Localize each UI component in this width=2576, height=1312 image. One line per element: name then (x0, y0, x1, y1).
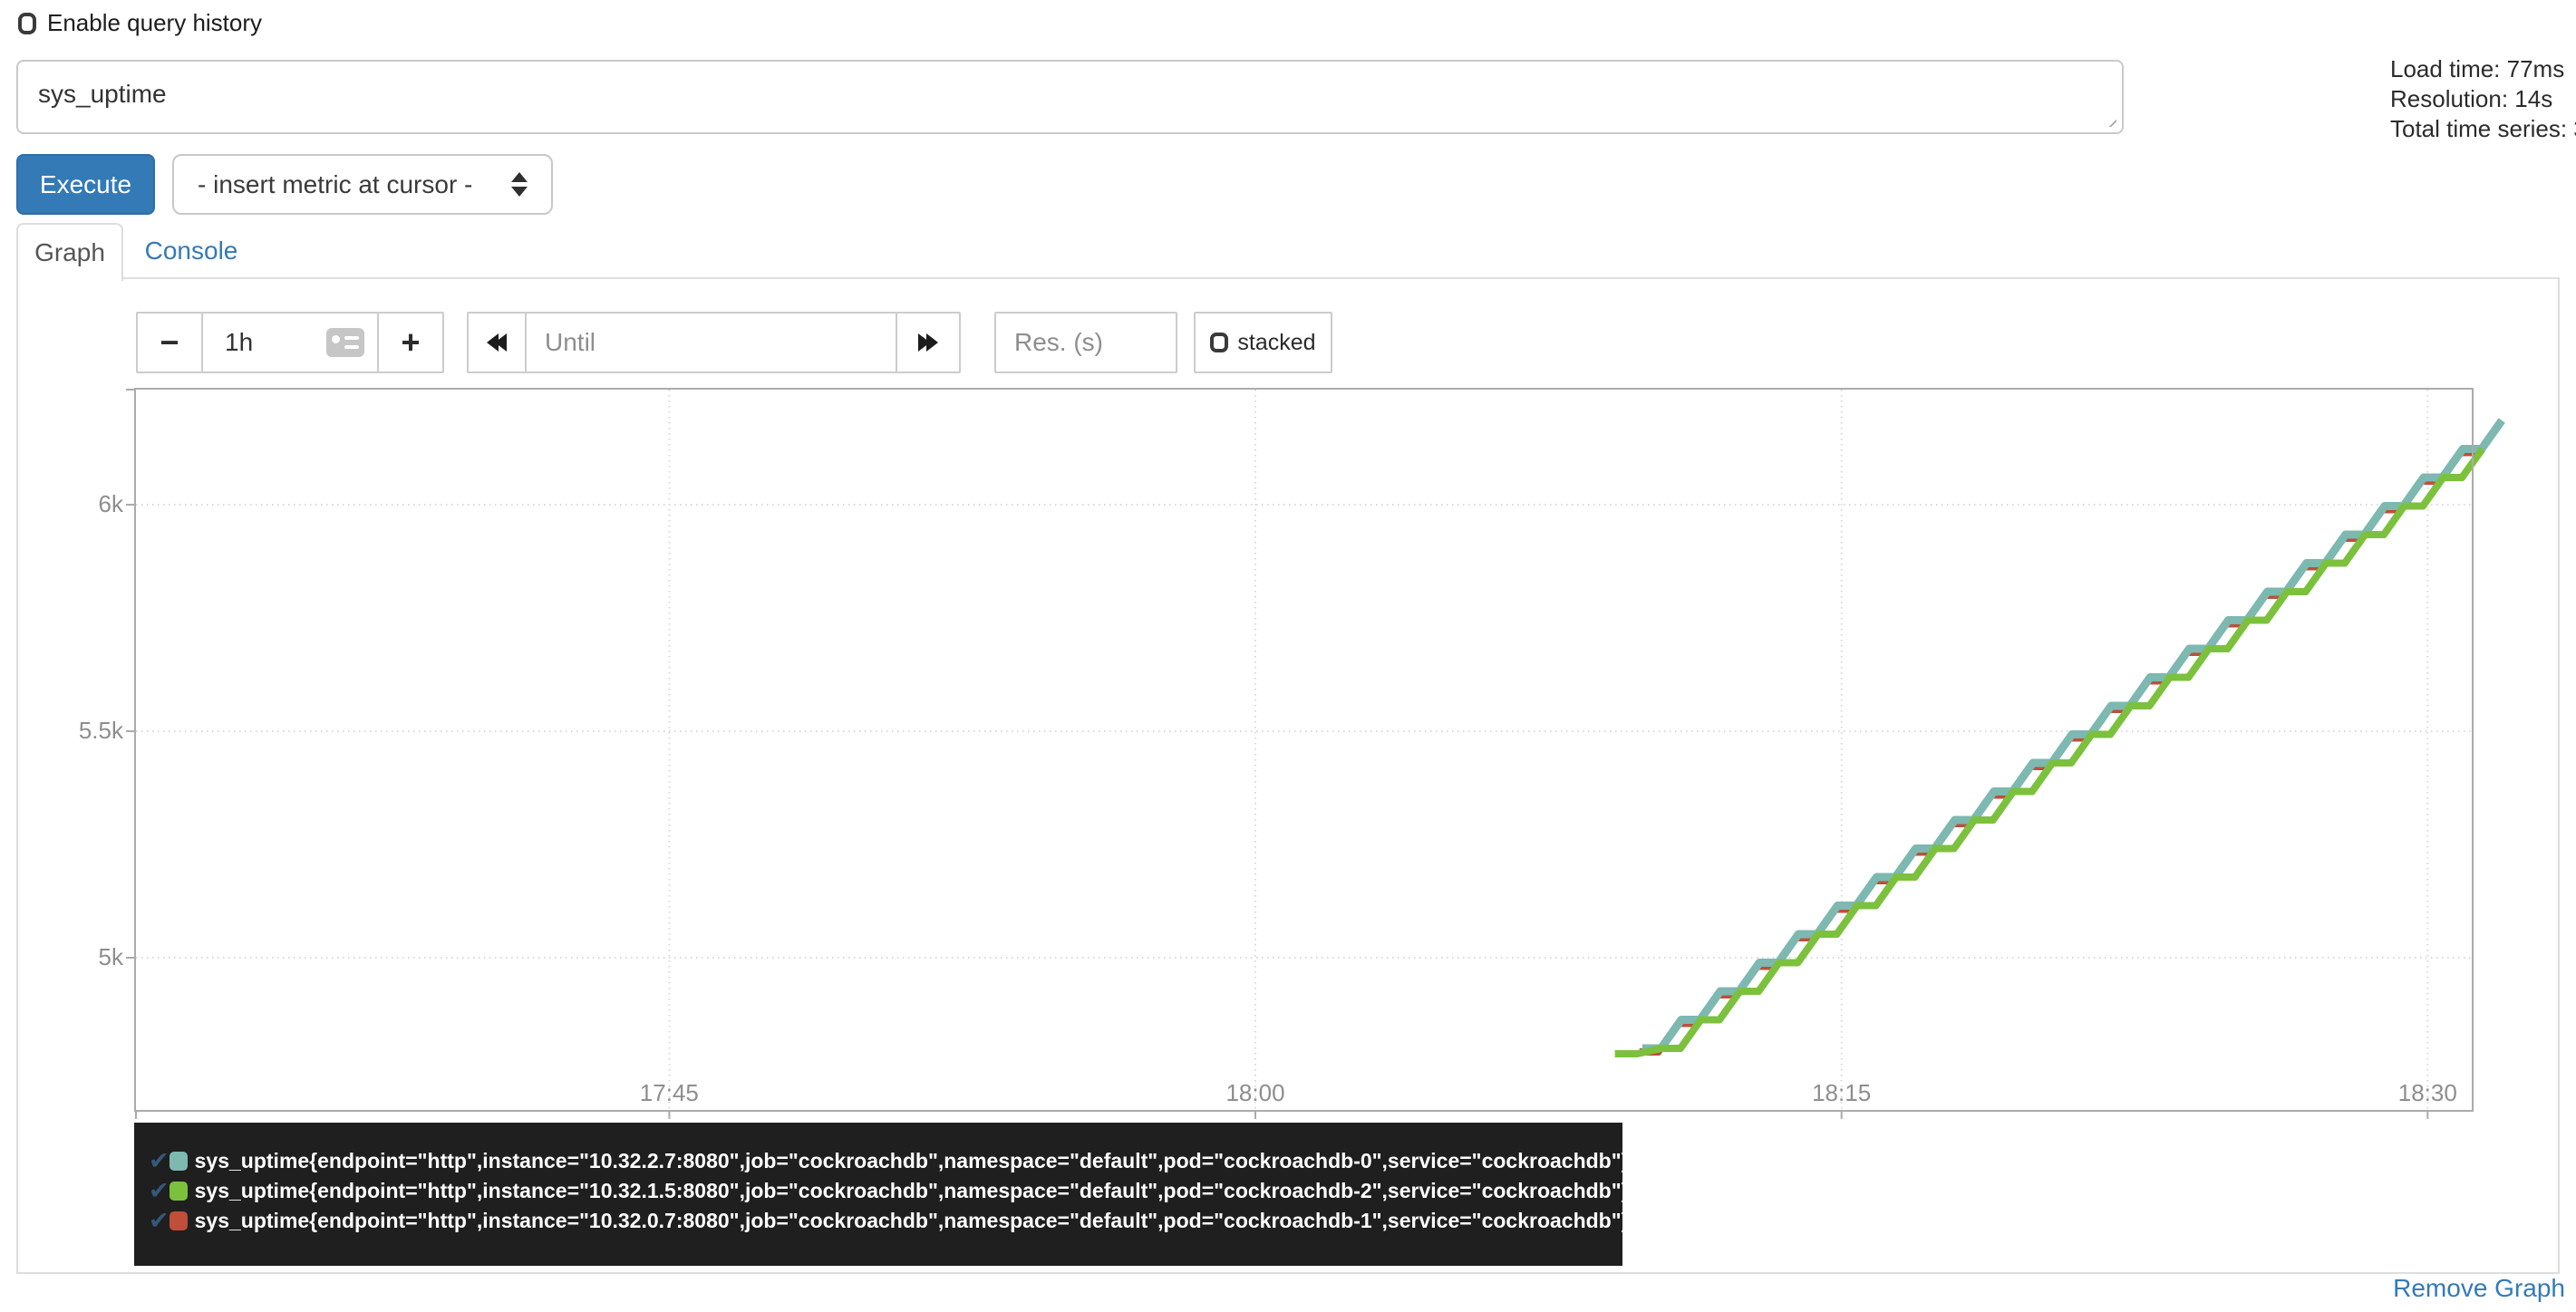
y-axis-label: 5k (98, 943, 123, 970)
series-line (1614, 447, 2485, 1057)
tab-graph[interactable]: Graph (16, 223, 123, 281)
query-input-wrap: sys_uptime (16, 60, 2124, 134)
insert-metric-select-value: - insert metric at cursor - (198, 169, 473, 198)
legend-row[interactable]: ✔ sys_uptime{endpoint="http",instance="10… (134, 1206, 1630, 1236)
legend-swatch (169, 1182, 188, 1201)
legend: ✔ sys_uptime{endpoint="http",instance="10… (134, 1123, 1630, 1266)
y-axis-label: 6k (98, 490, 123, 517)
rewind-button[interactable] (469, 314, 527, 371)
total-series-stat: Total time series: 3 (2390, 115, 2576, 142)
x-axis-label: 18:00 (1225, 1079, 1285, 1106)
legend-check-icon[interactable]: ✔ (149, 1207, 169, 1234)
range-decrement-button[interactable]: − (138, 314, 203, 371)
time-control-group (467, 312, 961, 373)
legend-series-label: sys_uptime{endpoint="http",instance="10.… (194, 1149, 1630, 1172)
query-input[interactable]: sys_uptime (16, 60, 2124, 134)
resolution-control-group (994, 312, 1177, 373)
legend-series-label: sys_uptime{endpoint="http",instance="10.… (194, 1209, 1630, 1232)
legend-swatch (169, 1211, 188, 1230)
range-increment-button[interactable]: + (379, 314, 442, 371)
enable-history-label: Enable query history (47, 9, 263, 36)
legend-row[interactable]: ✔ sys_uptime{endpoint="http",instance="10… (134, 1146, 1630, 1176)
legend-swatch (169, 1152, 188, 1171)
select-arrows-icon (511, 172, 528, 197)
tab-console[interactable]: Console (144, 236, 238, 265)
legend-series-label: sys_uptime{endpoint="http",instance="10.… (194, 1179, 1630, 1202)
remove-graph-link[interactable]: Remove Graph (2393, 1274, 2565, 1302)
double-left-arrow-icon (487, 333, 507, 352)
range-input[interactable]: 1h (203, 314, 379, 371)
query-stats: Load time: 77ms Resolution: 14s Total ti… (2390, 54, 2576, 144)
x-axis-label: 18:15 (1812, 1079, 1872, 1106)
autofill-icon[interactable] (326, 328, 364, 357)
stacked-checkbox[interactable] (1210, 333, 1229, 352)
range-value: 1h (225, 328, 254, 356)
y-axis-label: 5.5k (78, 717, 123, 744)
res-input[interactable] (996, 314, 1176, 371)
resolution-stat: Resolution: 14s (2390, 85, 2553, 112)
insert-metric-select[interactable]: - insert metric at cursor - (172, 154, 553, 215)
legend-row[interactable]: ✔ sys_uptime{endpoint="http",instance="10… (134, 1176, 1630, 1206)
stacked-control-group: stacked (1194, 312, 1332, 373)
load-time-stat: Load time: 77ms (2390, 55, 2565, 82)
series-line (1641, 418, 2505, 1053)
x-axis-label: 18:30 (2397, 1079, 2457, 1106)
graph-canvas[interactable] (126, 388, 2505, 1119)
double-right-arrow-icon (918, 333, 938, 352)
forward-button[interactable] (896, 314, 959, 371)
stacked-label: stacked (1237, 329, 1316, 355)
tab-divider (16, 277, 2560, 279)
graph-panel: − 1h + stacked (16, 279, 2560, 1274)
enable-history-row: Enable query history (18, 9, 262, 37)
x-axis-label: 17:45 (639, 1079, 699, 1106)
until-input[interactable] (527, 314, 896, 371)
range-control-group: − 1h + (136, 312, 444, 373)
enable-history-checkbox[interactable] (18, 12, 36, 34)
legend-check-icon[interactable]: ✔ (149, 1177, 169, 1204)
legend-check-icon[interactable]: ✔ (149, 1147, 169, 1174)
execute-button[interactable]: Execute (16, 154, 155, 215)
